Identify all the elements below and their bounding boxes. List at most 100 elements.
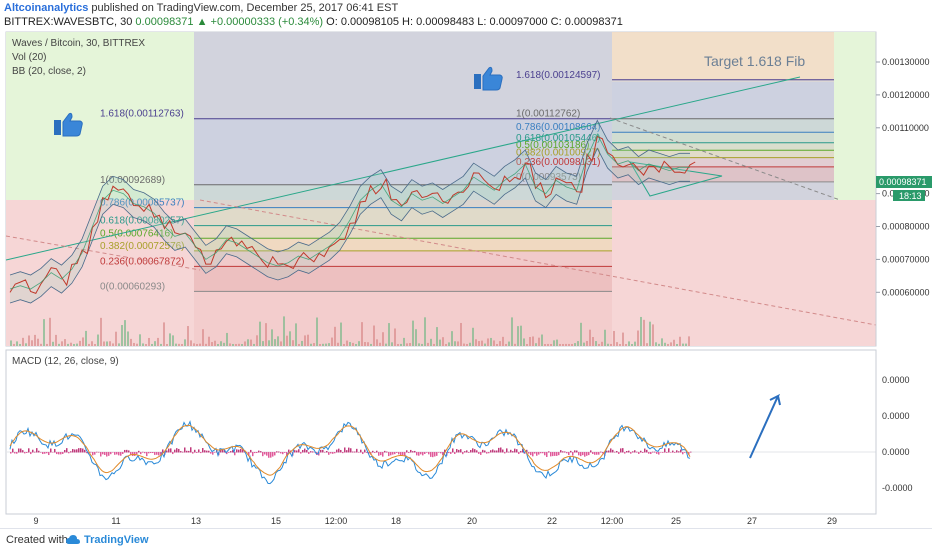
volume-bar (367, 342, 369, 346)
macd-histogram-bar (528, 452, 530, 454)
volume-bar (580, 322, 582, 346)
volume-bar (430, 338, 432, 346)
macd-histogram-bar (490, 450, 492, 453)
macd-histogram-bar (540, 452, 542, 454)
fib-label-left: 1(0.00092689) (100, 175, 165, 186)
macd-histogram-bar (402, 452, 404, 455)
volume-bar (67, 343, 69, 346)
volume-bar (415, 329, 417, 346)
macd-axis[interactable]: 0.0000 0.0000 0.0000 -0.0000 (875, 350, 913, 514)
macd-histogram-bar (658, 452, 660, 455)
macd-histogram-bar (32, 449, 34, 453)
macd-histogram-bar (170, 448, 172, 453)
tradingview-link[interactable]: TradingView (84, 534, 149, 546)
macd-histogram-bar (240, 448, 242, 453)
price-chart[interactable]: 1.618(0.00112763) 1(0.00092689) 0.786(0.00… (0, 0, 932, 528)
volume-bar (559, 343, 561, 346)
volume-bar (610, 343, 612, 346)
volume-bar (607, 343, 609, 346)
price-axis[interactable]: 0.001300000.001200000.001100000.00090000… (875, 32, 930, 346)
volume-bar (661, 338, 663, 346)
macd-histogram-bar (64, 450, 66, 453)
volume-bar (136, 343, 138, 346)
macd-histogram-bar (542, 452, 544, 454)
volume-bar (625, 343, 627, 346)
trend-line-gray[interactable] (609, 117, 841, 201)
macd-histogram-bar (586, 452, 588, 456)
volume-bar (64, 339, 66, 346)
volume-bar (373, 325, 375, 346)
volume-bar (250, 339, 252, 346)
price-tick-label: 0.00060000 (882, 287, 930, 297)
macd-histogram-bar (256, 452, 258, 454)
volume-bar (199, 343, 201, 346)
macd-histogram-bar (460, 449, 462, 453)
signal-line (9, 424, 691, 476)
volume-bar (178, 343, 180, 346)
macd-pane[interactable] (5, 349, 877, 515)
macd-histogram-bar (300, 452, 302, 454)
macd-histogram-bar (322, 449, 324, 453)
volume-bar (451, 331, 453, 346)
volume-bar (55, 334, 57, 346)
volume-bar (439, 339, 441, 346)
volume-bar (334, 326, 336, 346)
macd-histogram-bar (28, 448, 30, 453)
macd-histogram-bar (642, 452, 644, 453)
macd-histogram-bar (438, 452, 440, 453)
macd-histogram-bar (580, 452, 582, 457)
macd-histogram-bar (142, 451, 144, 453)
macd-histogram-bar (662, 452, 664, 453)
bollinger-upper (9, 119, 690, 276)
volume-bar (487, 338, 489, 346)
trend-line-up[interactable] (5, 76, 801, 261)
fib-band-left (194, 238, 612, 251)
macd-histogram-bar (394, 452, 396, 455)
volume-bar (640, 316, 642, 346)
trend-line-down[interactable] (199, 199, 877, 326)
macd-histogram-bar (522, 449, 524, 453)
volume-bar (553, 340, 555, 346)
macd-histogram-bar (324, 451, 326, 453)
fib-label-right: 1.618(0.00124597) (516, 70, 601, 81)
macd-histogram-bar (86, 452, 88, 454)
triangle-pattern[interactable] (629, 161, 723, 197)
volume-bar (169, 333, 171, 346)
time-axis[interactable]: 9 11 13 15 12:00 18 20 22 12:00 25 27 29 (6, 513, 876, 526)
macd-histogram-bar (54, 448, 56, 453)
macd-histogram-bar (670, 452, 672, 453)
target-label: Target 1.618 Fib (704, 53, 805, 69)
macd-histogram-bar (418, 452, 420, 456)
macd-histogram-bar (616, 450, 618, 453)
volume-bar (448, 342, 450, 346)
volume-bar (592, 337, 594, 346)
macd-histogram-bar (138, 450, 140, 453)
volume-bar (673, 339, 675, 346)
volume-bar (61, 341, 63, 346)
macd-histogram-bar (222, 449, 224, 453)
macd-histogram-bar (376, 450, 378, 453)
volume-bar (229, 343, 231, 346)
volume-bar (310, 343, 312, 346)
macd-histogram-bar (574, 450, 576, 453)
macd-histogram-bar (486, 452, 488, 454)
author-link[interactable]: Altcoinanalytics (4, 2, 89, 14)
volume-bar (166, 343, 168, 346)
time-tick-label: 11 (111, 516, 120, 526)
volume-bar (511, 317, 513, 346)
fib-label-right: 0.786(0.00108664) (516, 122, 601, 133)
macd-histogram-bar (502, 449, 504, 453)
macd-histogram-bar (536, 452, 538, 456)
macd-histogram-bar (190, 447, 192, 453)
volume-bar (58, 343, 60, 346)
macd-histogram-bar (674, 452, 676, 453)
volume-bar (526, 343, 528, 346)
macd-histogram-bar (220, 449, 222, 453)
macd-histogram-bar (334, 452, 336, 454)
macd-histogram-bar (192, 452, 194, 454)
macd-histogram-bar (456, 449, 458, 453)
macd-histogram-bar (688, 452, 690, 455)
macd-histogram-bar (452, 448, 454, 453)
macd-histogram-bar (576, 450, 578, 453)
trend-line-left[interactable] (5, 235, 201, 271)
